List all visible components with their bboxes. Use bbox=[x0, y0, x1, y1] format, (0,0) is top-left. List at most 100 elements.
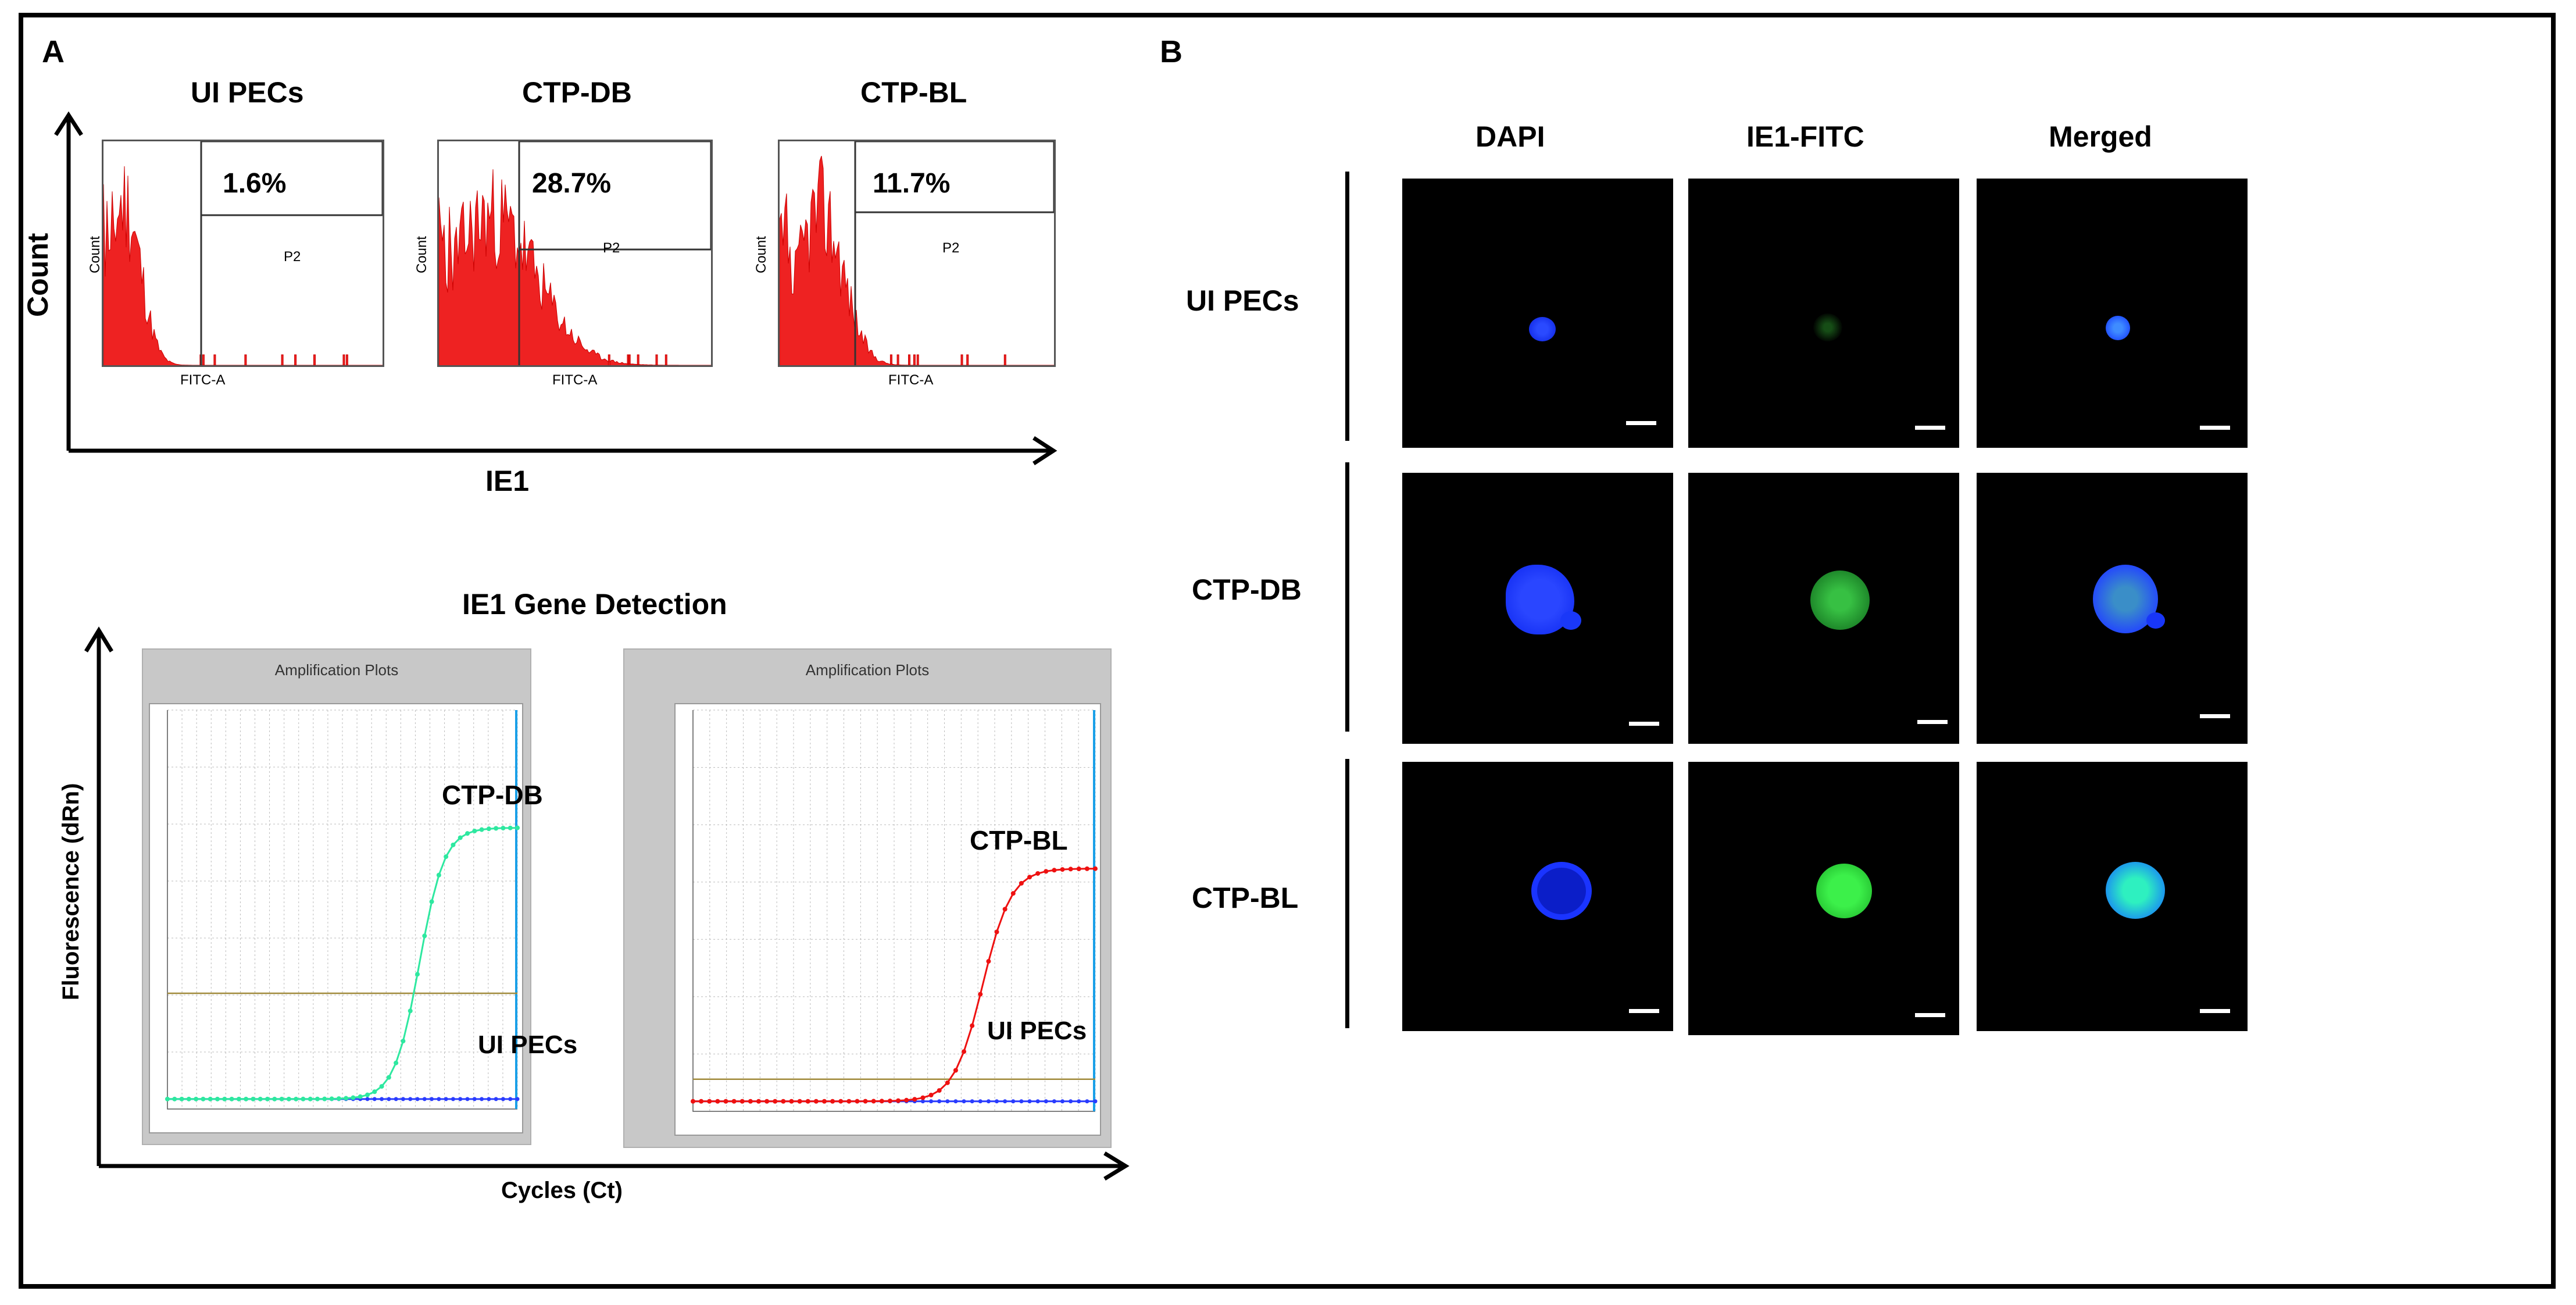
positive-point bbox=[222, 1096, 227, 1101]
positive-point bbox=[1010, 891, 1016, 896]
positive-point bbox=[813, 1099, 819, 1104]
row-label-ui-pecs: UI PECs bbox=[1186, 284, 1299, 317]
pcr-x-axis-label: Cycles (Ct) bbox=[501, 1178, 623, 1203]
scale-bar bbox=[1626, 421, 1656, 425]
negative-point bbox=[1044, 1099, 1048, 1104]
positive-point bbox=[962, 1049, 967, 1054]
positive-point bbox=[846, 1099, 852, 1104]
figure-frame bbox=[19, 13, 2556, 1289]
positive-point bbox=[201, 1096, 206, 1101]
scale-bar bbox=[2200, 714, 2230, 718]
scale-bar bbox=[1915, 1013, 1945, 1017]
positive-point bbox=[251, 1096, 256, 1101]
positive-point bbox=[937, 1088, 942, 1093]
negative-point bbox=[1093, 1099, 1098, 1104]
amp-curve-svg-1 bbox=[165, 709, 520, 1110]
flow-plot-1: P2 1.6% bbox=[102, 140, 384, 367]
positive-point bbox=[379, 1084, 384, 1089]
positive-point bbox=[789, 1099, 794, 1104]
positive-point bbox=[1093, 866, 1098, 871]
positive-point bbox=[879, 1099, 884, 1104]
image-ui-pecs-dapi bbox=[1402, 179, 1673, 448]
positive-point bbox=[208, 1096, 213, 1101]
nucleus-blob bbox=[1529, 317, 1556, 341]
fitc-blob bbox=[1816, 864, 1872, 918]
positive-point bbox=[896, 1098, 901, 1103]
image-ctp-db-dapi bbox=[1402, 473, 1673, 744]
positive-point bbox=[508, 825, 513, 830]
flow-xlabel-3: FITC-A bbox=[888, 372, 934, 388]
merged-lobe bbox=[2146, 612, 2165, 629]
positive-point bbox=[472, 828, 477, 833]
negative-point bbox=[472, 1097, 477, 1101]
positive-point bbox=[165, 1096, 170, 1101]
negative-point bbox=[1077, 1099, 1081, 1104]
positive-point bbox=[945, 1080, 950, 1085]
positive-point bbox=[436, 872, 441, 878]
positive-point bbox=[351, 1095, 356, 1100]
negative-point bbox=[444, 1097, 448, 1101]
positive-point bbox=[286, 1096, 291, 1101]
image-ctp-db-fitc bbox=[1688, 473, 1959, 744]
positive-point bbox=[912, 1097, 917, 1102]
positive-point bbox=[244, 1096, 249, 1101]
positive-point bbox=[229, 1096, 234, 1101]
positive-point bbox=[422, 933, 427, 939]
negative-point bbox=[1035, 1099, 1040, 1104]
gate-label-3: P2 bbox=[942, 240, 960, 256]
panel-a-letter: A bbox=[42, 34, 65, 69]
negative-point bbox=[430, 1097, 434, 1101]
plot-axes bbox=[692, 710, 1095, 1112]
amp-plot-area-1 bbox=[149, 703, 523, 1133]
merged-blob bbox=[2106, 316, 2130, 340]
image-ui-pecs-merged bbox=[1977, 179, 2248, 448]
flow-title-1: UI PECs bbox=[191, 76, 304, 109]
positive-point bbox=[308, 1096, 313, 1101]
gate-label-1: P2 bbox=[284, 249, 301, 265]
positive-point bbox=[707, 1099, 712, 1104]
negative-point bbox=[986, 1099, 991, 1104]
negative-point bbox=[1052, 1099, 1056, 1104]
plot-axes bbox=[167, 710, 517, 1110]
image-ui-pecs-fitc bbox=[1688, 179, 1959, 448]
negative-point bbox=[1085, 1099, 1089, 1104]
col-header-fitc: IE1-FITC bbox=[1746, 120, 1864, 153]
positive-point bbox=[904, 1097, 909, 1103]
amp-window-2: Amplification Plots bbox=[623, 648, 1112, 1148]
positive-point bbox=[1002, 907, 1007, 912]
flow-x-axis-label: IE1 bbox=[485, 465, 530, 497]
negative-point bbox=[437, 1097, 441, 1101]
negative-point bbox=[501, 1097, 505, 1101]
positive-point bbox=[928, 1092, 934, 1097]
positive-point bbox=[494, 826, 499, 831]
positive-point bbox=[358, 1094, 363, 1099]
positive-point bbox=[978, 992, 983, 997]
scale-bar bbox=[2200, 426, 2230, 430]
amp-window-title-2: Amplification Plots bbox=[805, 661, 930, 679]
image-ctp-bl-fitc bbox=[1688, 762, 1959, 1035]
image-ctp-bl-dapi bbox=[1402, 762, 1673, 1031]
flow-xlabel-2: FITC-A bbox=[552, 372, 598, 388]
amp-plot-area-2 bbox=[674, 703, 1101, 1136]
percent-3: 11.7% bbox=[873, 168, 951, 199]
negative-point bbox=[408, 1097, 413, 1101]
fitc-blob bbox=[1813, 313, 1842, 341]
positive-point bbox=[994, 929, 999, 935]
positive-point bbox=[838, 1099, 844, 1104]
pcr-title: IE1 Gene Detection bbox=[462, 588, 727, 621]
positive-point bbox=[773, 1099, 778, 1104]
negative-point bbox=[372, 1097, 377, 1101]
positive-point bbox=[322, 1096, 327, 1101]
positive-point bbox=[691, 1099, 695, 1104]
panel-b-letter: B bbox=[1160, 34, 1182, 69]
positive-point bbox=[372, 1089, 377, 1094]
row-divider-2 bbox=[1345, 462, 1349, 732]
scale-bar bbox=[1629, 722, 1659, 726]
scale-bar bbox=[1917, 720, 1948, 724]
negative-point bbox=[970, 1099, 974, 1104]
positive-point bbox=[501, 825, 506, 830]
positive-point bbox=[871, 1099, 876, 1104]
positive-point bbox=[805, 1099, 810, 1104]
positive-point bbox=[953, 1068, 958, 1073]
negative-point bbox=[480, 1097, 484, 1101]
